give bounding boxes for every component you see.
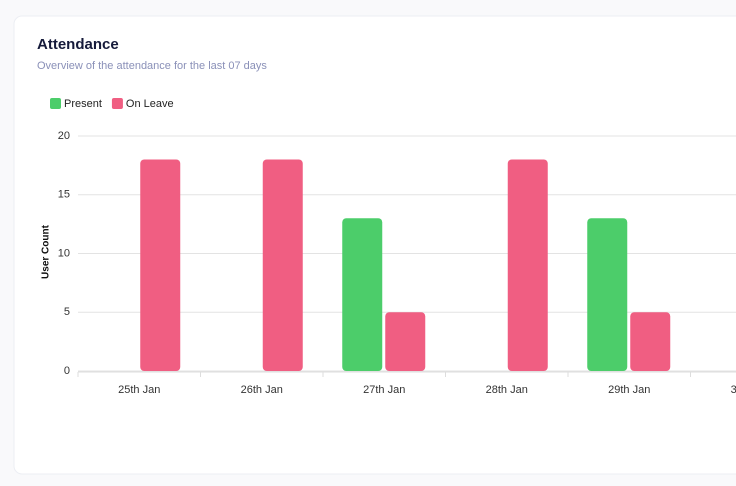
legend-label: Present <box>64 98 102 110</box>
bar <box>587 218 628 371</box>
x-tick-label: 30th Jan <box>731 384 736 396</box>
y-tick-label: 10 <box>58 247 70 259</box>
x-tick-label: 28th Jan <box>486 384 528 396</box>
y-tick-label: 5 <box>64 306 70 318</box>
bar <box>507 159 548 371</box>
bar <box>140 159 181 371</box>
bar <box>262 159 303 371</box>
y-axis-label: User Count <box>41 224 52 279</box>
legend-swatch <box>50 98 61 109</box>
legend-swatch <box>111 98 123 109</box>
y-tick-label: 20 <box>58 130 70 142</box>
bar <box>630 312 671 371</box>
bar <box>385 312 426 371</box>
chart-subtitle: Overview of the attendance for the last … <box>37 60 267 72</box>
x-tick-label: 26th Jan <box>241 384 283 396</box>
x-tick-label: 25th Jan <box>118 384 160 396</box>
chart-title: Attendance <box>37 36 119 53</box>
y-tick-label: 0 <box>64 365 70 377</box>
legend-label: On Leave <box>126 98 174 110</box>
y-tick-label: 15 <box>58 189 70 201</box>
x-tick-label: 27th Jan <box>363 384 405 396</box>
bar <box>342 218 383 371</box>
x-tick-label: 29th Jan <box>608 384 650 396</box>
